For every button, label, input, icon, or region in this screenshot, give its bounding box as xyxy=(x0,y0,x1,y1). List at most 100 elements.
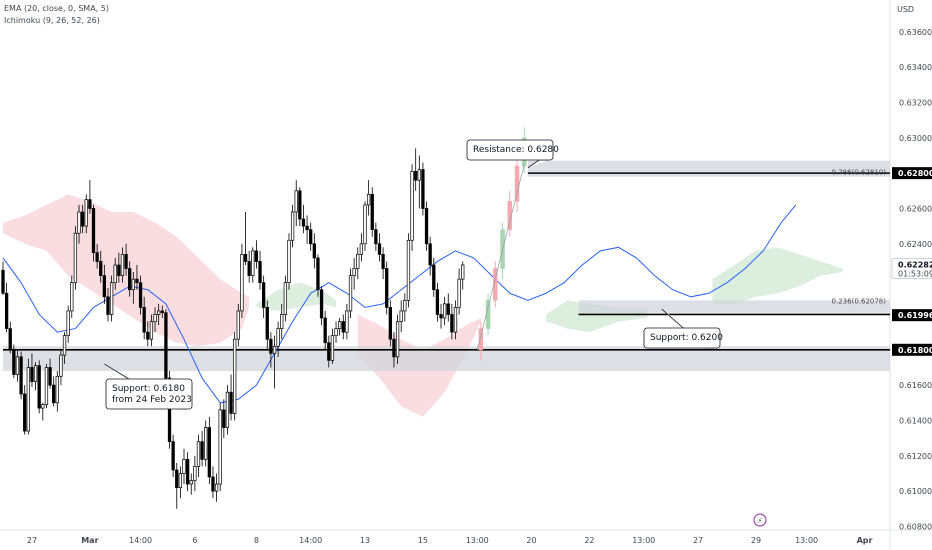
countdown-timer: 01:53:09 xyxy=(898,270,932,279)
callout-box xyxy=(643,327,721,349)
candle-body xyxy=(70,282,74,312)
candle-body xyxy=(233,338,237,414)
candle-body xyxy=(77,211,81,234)
candle xyxy=(229,374,233,421)
candle-body xyxy=(23,393,27,432)
price-badge xyxy=(892,343,932,356)
candle xyxy=(435,282,440,322)
candle-body xyxy=(135,278,139,284)
price-badge xyxy=(892,309,932,322)
candle-body xyxy=(44,367,49,405)
price-badge-value: 0.62282 xyxy=(898,261,932,270)
candle xyxy=(44,363,49,409)
candle xyxy=(352,257,356,290)
candle xyxy=(240,243,244,318)
candle xyxy=(73,226,78,290)
candle xyxy=(410,164,414,251)
candle-body xyxy=(214,483,219,492)
candle xyxy=(330,328,335,364)
ema-legend[interactable]: EMA (20, close, 0, SMA, 5) xyxy=(4,4,109,13)
candle xyxy=(254,240,259,269)
candle-body xyxy=(294,190,298,213)
ichimoku-legend[interactable]: Ichimoku (9, 26, 52, 26) xyxy=(4,16,100,25)
callout-text: Support: 0.6200 xyxy=(650,333,723,343)
candle xyxy=(15,349,20,382)
candle xyxy=(385,261,389,315)
candle xyxy=(233,332,237,421)
candle-body xyxy=(26,367,30,432)
candle xyxy=(366,180,371,216)
candle-body xyxy=(120,254,125,276)
y-tick-label: 0.61200 xyxy=(899,452,932,461)
candle xyxy=(356,247,360,280)
candle-body xyxy=(142,307,146,333)
candle xyxy=(363,201,367,251)
candle xyxy=(377,233,382,262)
candle-body xyxy=(392,338,396,358)
candle xyxy=(171,434,175,477)
candle xyxy=(84,194,88,234)
candle xyxy=(77,204,81,244)
candle-body xyxy=(52,384,56,404)
candle-body xyxy=(363,204,367,245)
candle xyxy=(261,275,266,318)
price-badge-value: 0.61996 xyxy=(898,311,932,320)
candle xyxy=(157,303,161,326)
candle-body xyxy=(73,232,78,284)
candle-body xyxy=(309,229,313,245)
candle xyxy=(265,300,269,350)
candle xyxy=(392,332,396,368)
candle-body xyxy=(374,229,378,245)
candle xyxy=(109,275,114,322)
candle xyxy=(338,318,342,336)
y-tick-label: 0.63600 xyxy=(899,28,932,37)
candle xyxy=(290,204,295,248)
candle xyxy=(12,344,16,379)
candle-body xyxy=(341,321,345,333)
price-badge xyxy=(892,167,932,180)
candle-body xyxy=(414,171,418,181)
candle xyxy=(428,236,432,276)
candle-body xyxy=(265,307,269,340)
candle-body xyxy=(399,310,403,322)
candle-body xyxy=(128,268,132,291)
projection-candle xyxy=(507,201,513,230)
candle-body xyxy=(406,239,411,301)
callout-text: Support: 0.6180 xyxy=(112,384,185,394)
candle-body xyxy=(395,321,400,358)
candle xyxy=(395,314,400,364)
x-tick-label: 22 xyxy=(584,536,594,545)
candle xyxy=(294,180,298,227)
candle xyxy=(457,268,461,315)
candle-body xyxy=(102,275,107,298)
candle xyxy=(41,402,45,421)
candle-body xyxy=(109,282,114,315)
candle xyxy=(399,300,403,333)
candle xyxy=(120,247,125,283)
candle xyxy=(128,261,132,297)
candle xyxy=(272,335,277,389)
candle-body xyxy=(55,375,59,404)
candle xyxy=(218,402,222,492)
candle-body xyxy=(319,289,324,319)
candle xyxy=(269,332,273,368)
candle xyxy=(164,309,168,386)
candle xyxy=(178,466,183,499)
candle xyxy=(149,314,154,347)
candle xyxy=(359,233,364,262)
candle xyxy=(258,250,262,290)
candle xyxy=(160,305,164,318)
y-tick-label: 0.61000 xyxy=(899,487,932,496)
candle-body xyxy=(254,250,259,262)
candle-body xyxy=(424,208,429,245)
candle xyxy=(309,222,313,251)
ichimoku-cloud-bullish xyxy=(712,247,843,304)
candle-body xyxy=(164,312,168,379)
candle-body xyxy=(138,282,143,308)
candle xyxy=(276,321,280,357)
candle-body xyxy=(251,250,255,276)
candle xyxy=(153,307,157,333)
y-tick-label: 0.62400 xyxy=(899,240,932,249)
